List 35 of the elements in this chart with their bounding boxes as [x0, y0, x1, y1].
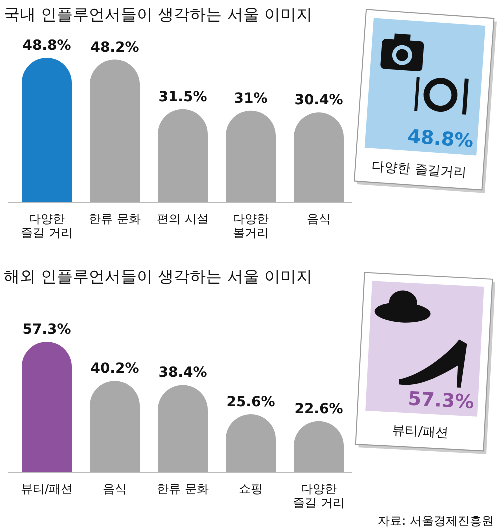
- x-tick-label: 음식: [103, 482, 127, 496]
- bar: [90, 60, 140, 203]
- x-tick-label: 음식: [307, 212, 331, 226]
- x-tick-label: 한류 문화: [157, 482, 209, 496]
- x-tick-label: 다양한 볼거리: [233, 212, 269, 240]
- data-label: 22.6%: [294, 401, 344, 418]
- data-label: 31.5%: [158, 89, 208, 106]
- bar: [22, 58, 72, 203]
- x-tick-label: 한류 문화: [89, 212, 141, 226]
- data-label: 25.6%: [226, 394, 276, 410]
- data-label: 40.2%: [90, 361, 140, 378]
- bar: [90, 381, 140, 473]
- text: 48.8%: [407, 126, 474, 152]
- x-tick-label: 편의 시설: [157, 212, 209, 226]
- chart-title: 국내 인플루언서들이 생각하는 서울 이미지: [4, 5, 312, 24]
- x-tick-label: 쇼핑: [239, 482, 263, 496]
- data-label: 31%: [234, 90, 268, 107]
- text: 뷰티/패션: [392, 423, 450, 442]
- text: 다양한 즐길거리: [371, 159, 468, 182]
- data-label: 57.3%: [22, 322, 72, 338]
- data-label: 48.8%: [22, 38, 72, 54]
- bar: [22, 342, 72, 473]
- bar: [226, 110, 276, 203]
- bar: [158, 385, 208, 473]
- x-tick-label: 다양한 즐길 거리: [293, 482, 345, 510]
- data-label: 38.4%: [158, 365, 208, 382]
- text: 자료: 서울경제진흥원: [378, 514, 494, 528]
- chart-title: 해외 인플루언서들이 생각하는 서울 이미지: [4, 267, 312, 286]
- bar: [158, 109, 208, 203]
- x-tick-label: 뷰티/패션: [20, 482, 74, 496]
- data-label: 48.2%: [90, 40, 140, 56]
- text: 57.3%: [408, 388, 475, 414]
- bar: [294, 112, 344, 203]
- x-tick-label: 다양한 즐길 거리: [21, 212, 73, 240]
- data-label: 30.4%: [294, 92, 344, 109]
